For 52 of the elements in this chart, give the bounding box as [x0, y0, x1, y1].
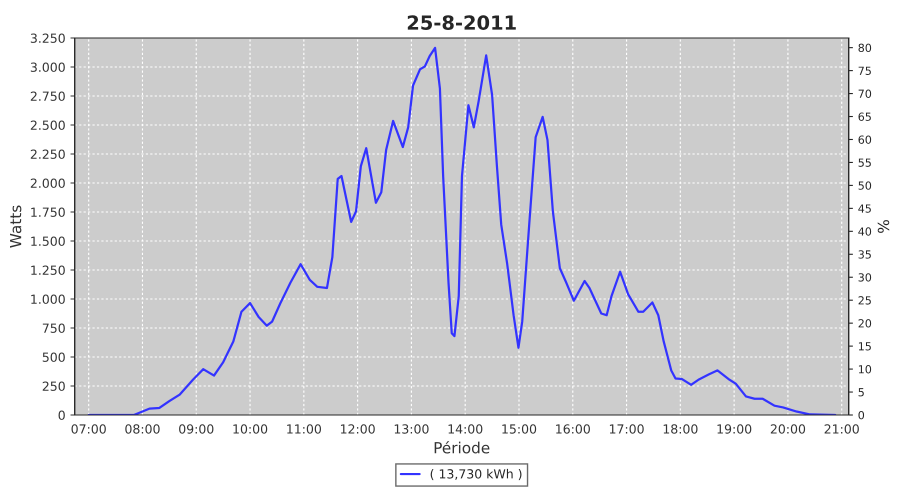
x-tick-label: 17:00 — [610, 424, 644, 434]
y2-tick-label: 20 — [858, 319, 872, 328]
y-tick-label: 3.000 — [30, 62, 65, 72]
x-tick-label: 18:00 — [664, 424, 698, 434]
x-tick-label: 20:00 — [770, 424, 806, 434]
x-tick-label: 16:00 — [556, 424, 590, 434]
y2-tick-label: 30 — [858, 273, 872, 282]
x-tick-label: 13:00 — [394, 424, 429, 434]
y-tick-label: 250 — [42, 381, 65, 391]
y2-tick-label: 45 — [858, 204, 871, 213]
legend-label: ( 13,730 kWh ) — [430, 468, 522, 480]
y-tick-label: 2.750 — [30, 91, 65, 101]
y2-tick-label: 35 — [858, 250, 871, 259]
x-tick-label: 11:00 — [287, 424, 322, 434]
x-tick-label: 12:00 — [340, 424, 375, 434]
y2-tick-label: 10 — [858, 365, 872, 374]
y2-tick-label: 75 — [858, 66, 871, 75]
y-tick-label: 1.000 — [31, 294, 65, 304]
y-tick-label: 1.750 — [31, 207, 65, 217]
x-axis-title: Période — [434, 441, 490, 454]
y-tick-label: 500 — [42, 352, 65, 362]
y-tick-label: 3.250 — [30, 33, 65, 43]
y2-tick-label: 40 — [858, 227, 872, 236]
x-tick-label: 08:00 — [125, 424, 160, 434]
y2-tick-label: 5 — [858, 388, 864, 396]
y-tick-label: 0 — [58, 410, 65, 420]
chart-title: 25-8-2011 — [408, 15, 516, 30]
x-tick-label: 07:00 — [71, 424, 106, 434]
y-axis-title: Watts — [10, 206, 22, 248]
y2-tick-label: 80 — [858, 44, 872, 52]
y-tick-label: 2.000 — [30, 178, 65, 188]
x-tick-label: 14:00 — [448, 424, 482, 434]
x-tick-label: 10:00 — [233, 424, 268, 434]
y2-tick-label: 25 — [858, 296, 871, 305]
y2-tick-label: 60 — [858, 135, 872, 144]
y2-tick-label: 55 — [858, 158, 871, 167]
y2-tick-label: 15 — [858, 342, 871, 350]
line-series — [88, 46, 836, 415]
y2-axis-title: % — [878, 220, 890, 233]
y2-tick-label: 50 — [858, 181, 872, 190]
y2-tick-label: 65 — [858, 112, 871, 121]
y2-tick-label: 0 — [858, 410, 864, 420]
y-tick-label: 2.500 — [30, 120, 65, 130]
y-tick-label: 1.500 — [31, 236, 65, 246]
x-tick-label: 21:00 — [824, 424, 859, 434]
y-tick-label: 750 — [42, 323, 65, 333]
x-tick-label: 19:00 — [717, 424, 752, 434]
y-tick-label: 2.250 — [30, 149, 65, 159]
x-tick-label: 15:00 — [502, 424, 536, 434]
y-tick-label: 1.250 — [31, 265, 65, 275]
x-tick-label: 09:00 — [179, 424, 214, 434]
y2-tick-label: 70 — [858, 90, 872, 98]
